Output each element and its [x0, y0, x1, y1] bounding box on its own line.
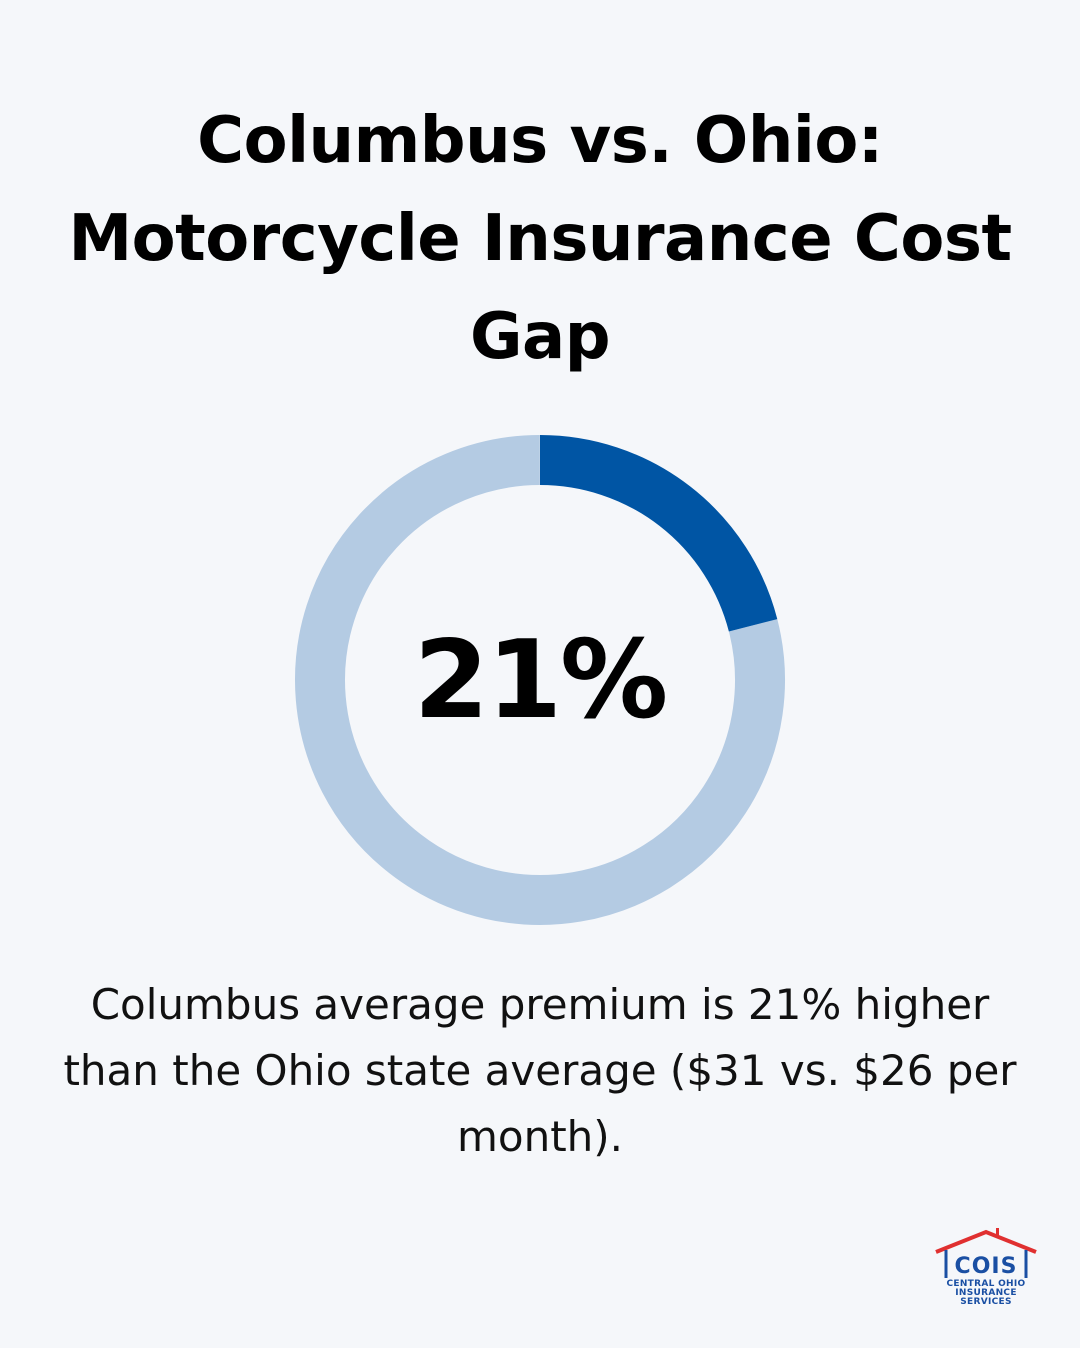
page-title: Columbus vs. Ohio: Motorcycle Insurance … — [40, 92, 1040, 386]
logo-line-1: CENTRAL OHIO — [946, 1279, 1026, 1289]
house-roof-icon: COIS — [935, 1228, 1037, 1279]
logo-line-3: SERVICES — [960, 1297, 1012, 1307]
description-line-3: month). — [456, 1112, 624, 1161]
logo-abbr: COIS — [955, 1254, 1018, 1279]
description-line-1: Columbus average premium is 21% higher — [90, 980, 990, 1029]
donut-center-percent: 21% — [413, 617, 669, 743]
donut-chart-svg — [295, 435, 785, 925]
roof-line-shape — [935, 1229, 1037, 1254]
donut-chart: 21% — [290, 430, 790, 930]
description-line-2: than the Ohio state average ($31 vs. $26… — [63, 1046, 1017, 1095]
cois-logo: COIS CENTRAL OHIO INSURANCE SERVICES — [926, 1226, 1046, 1310]
chimney-shape — [996, 1228, 999, 1238]
donut-slice-highlight — [539, 435, 778, 632]
description-text: Columbus average premium is 21% higher t… — [40, 972, 1040, 1170]
donut-slice-remainder — [295, 435, 785, 925]
title-line-3: Gap — [469, 300, 611, 374]
logo-line-2: INSURANCE — [955, 1288, 1017, 1298]
title-line-2: Motorcycle Insurance Cost — [68, 202, 1012, 276]
title-line-1: Columbus vs. Ohio: — [197, 104, 883, 178]
